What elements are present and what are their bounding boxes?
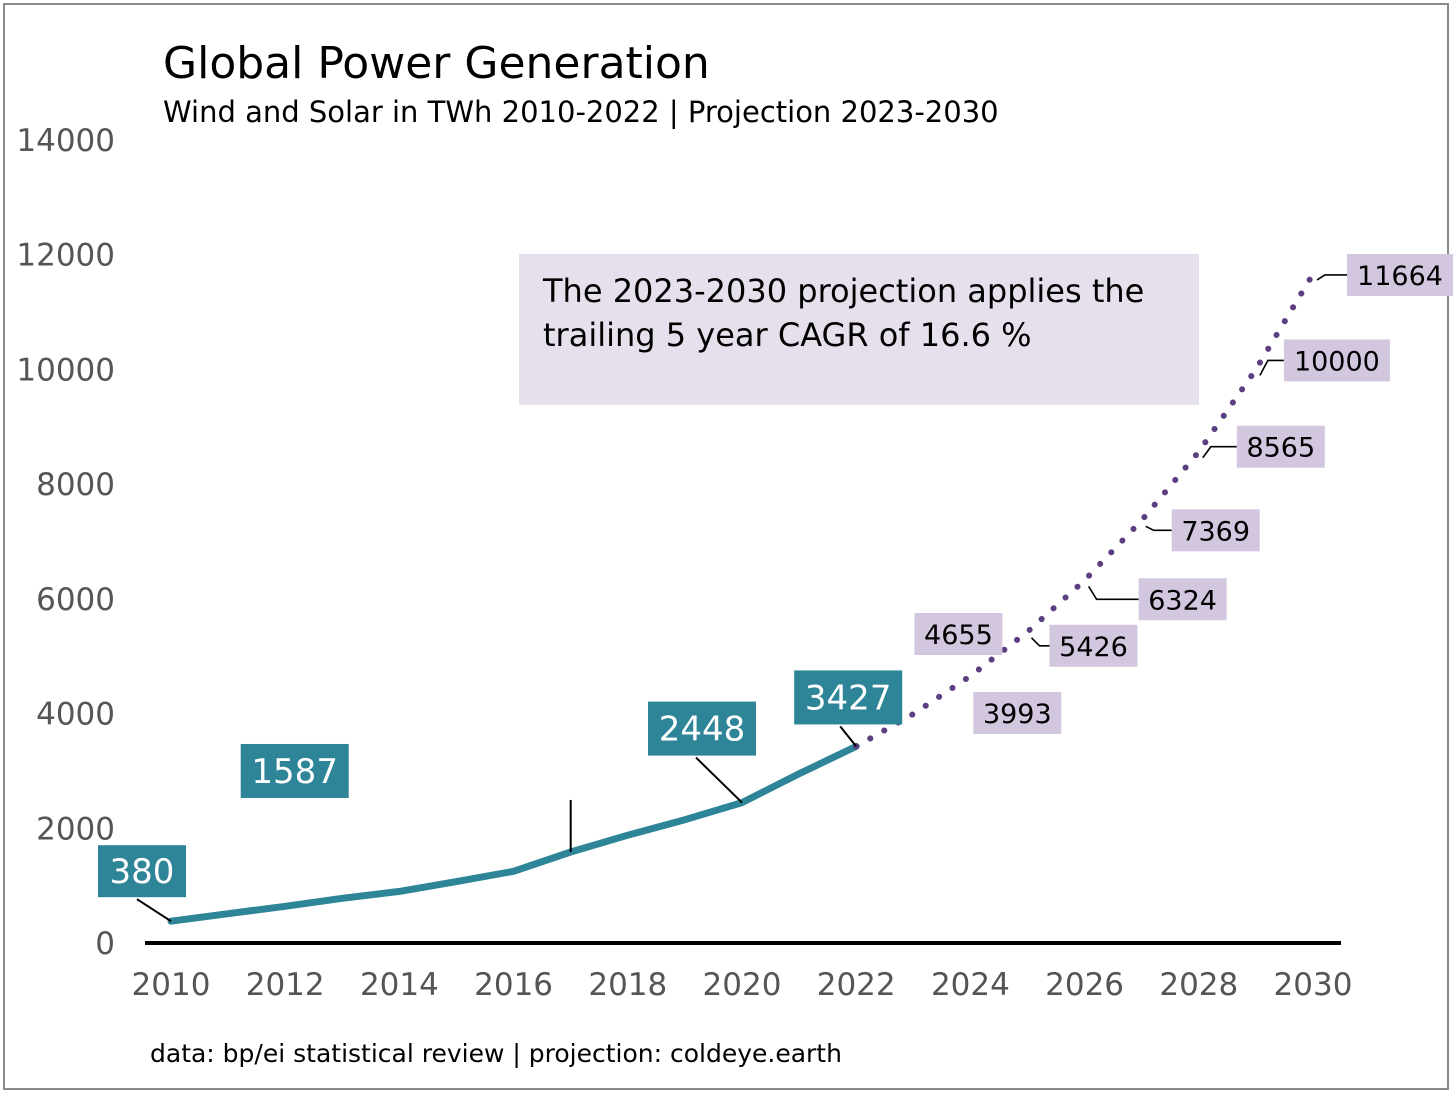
projection-value-label: 6324 bbox=[1148, 585, 1217, 616]
projection-value-box bbox=[914, 613, 1003, 656]
y-tick-label: 10000 bbox=[16, 352, 115, 388]
label-leader-line bbox=[695, 756, 743, 804]
projection-value-box bbox=[1236, 425, 1325, 468]
label-leader-line bbox=[1259, 359, 1284, 376]
chart-frame bbox=[3, 3, 1449, 1090]
projection-value-box bbox=[1283, 339, 1390, 382]
projection-value-box bbox=[1138, 578, 1227, 621]
x-tick-label: 2024 bbox=[931, 967, 1010, 1003]
y-tick-label: 2000 bbox=[36, 811, 115, 847]
projection-value-label: 5426 bbox=[1059, 632, 1128, 663]
y-tick-label: 12000 bbox=[16, 238, 115, 274]
y-tick-label: 6000 bbox=[36, 582, 115, 618]
label-leader-line bbox=[1087, 585, 1139, 601]
historical-value-label: 3427 bbox=[805, 678, 892, 718]
label-leader-line bbox=[1145, 525, 1172, 532]
x-tick-label: 2012 bbox=[246, 967, 325, 1003]
historical-value-box bbox=[648, 701, 756, 756]
x-tick-label: 2010 bbox=[132, 967, 211, 1003]
chart-subtitle: Wind and Solar in TWh 2010-2022 | Projec… bbox=[163, 95, 999, 129]
x-tick-label: 2026 bbox=[1045, 967, 1124, 1003]
x-axis-tick-labels: 2010 2012 2014 2016 2018 2020 2022 2024 2026 2028… bbox=[132, 967, 1353, 1003]
historical-line bbox=[167, 742, 860, 925]
annotation-note-line-2: trailing 5 year CAGR of 16.6 % bbox=[543, 316, 1032, 354]
x-tick-label: 2022 bbox=[817, 967, 896, 1003]
historical-value-label: 1587 bbox=[251, 752, 338, 792]
projection-value-label: 4655 bbox=[924, 620, 993, 651]
historical-value-box bbox=[98, 845, 186, 898]
projection-value-box bbox=[1347, 253, 1453, 296]
data-labels-layer: 380 1587 2448 3427 3993 4655 5426 6324 7369 8565 1… bbox=[98, 253, 1453, 923]
label-leader-line bbox=[1202, 445, 1237, 459]
y-tick-label: 14000 bbox=[16, 123, 115, 159]
y-tick-label: 4000 bbox=[36, 697, 115, 733]
y-tick-label: 8000 bbox=[36, 467, 115, 503]
x-tick-label: 2030 bbox=[1274, 967, 1353, 1003]
label-leader-line bbox=[136, 898, 172, 923]
label-leader-line bbox=[1316, 274, 1347, 281]
x-tick-label: 2028 bbox=[1159, 967, 1238, 1003]
chart-title: Global Power Generation bbox=[163, 38, 710, 89]
projection-value-box bbox=[1171, 509, 1260, 552]
historical-value-box bbox=[794, 670, 903, 725]
projection-value-box bbox=[973, 691, 1062, 734]
series-layer bbox=[167, 271, 1316, 925]
projection-value-label: 11664 bbox=[1357, 261, 1443, 292]
historical-value-label: 380 bbox=[110, 852, 175, 892]
annotation-note-line-1: The 2023-2030 projection applies the bbox=[542, 272, 1144, 310]
projection-value-label: 10000 bbox=[1294, 346, 1380, 377]
projection-value-box bbox=[1049, 624, 1138, 667]
annotation-note: The 2023-2030 projection applies the tra… bbox=[519, 254, 1199, 405]
label-leader-line bbox=[839, 725, 857, 748]
historical-value-box bbox=[240, 743, 349, 798]
x-tick-label: 2014 bbox=[360, 967, 439, 1003]
source-note: data: bp/ei statistical review | project… bbox=[150, 1039, 842, 1068]
historical-value-label: 2448 bbox=[659, 710, 746, 750]
projection-value-label: 8565 bbox=[1246, 433, 1315, 464]
projection-value-label: 3993 bbox=[983, 699, 1052, 730]
x-tick-label: 2020 bbox=[703, 967, 782, 1003]
y-tick-label: 0 bbox=[95, 926, 115, 962]
y-axis-tick-labels: 0 2000 4000 6000 8000 10000 12000 14000 bbox=[16, 123, 115, 962]
label-leader-line bbox=[1030, 637, 1050, 647]
projection-value-label: 7369 bbox=[1181, 516, 1250, 547]
x-tick-label: 2018 bbox=[588, 967, 667, 1003]
x-tick-label: 2016 bbox=[474, 967, 553, 1003]
annotation-note-box bbox=[519, 254, 1199, 405]
